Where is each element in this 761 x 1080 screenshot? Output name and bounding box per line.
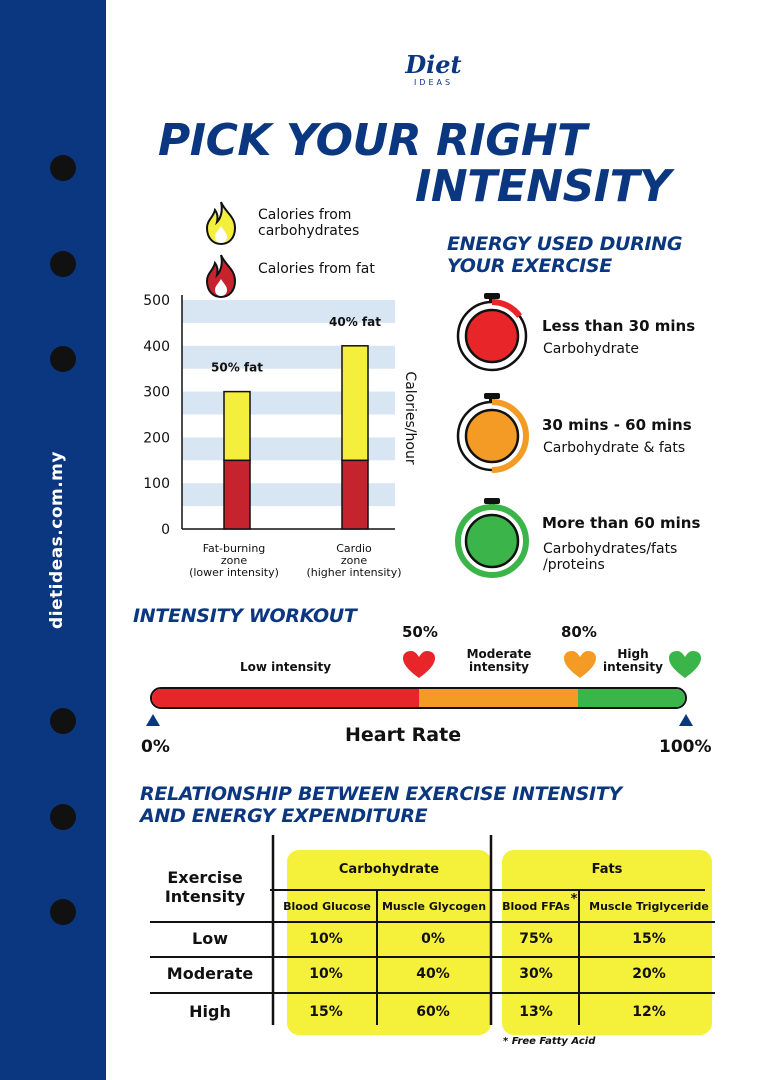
chart-x-category: Fat-burning zone (lower intensity) [189, 542, 279, 579]
intensity-title: INTENSITY WORKOUT [133, 605, 357, 627]
heart-green-icon [669, 651, 701, 678]
duration-long-fuel-line1: Carbohydrates/fats [543, 541, 678, 557]
arrow-up-end-icon [679, 714, 693, 726]
duration-medium-fuel: Carbohydrate & fats [543, 440, 686, 456]
table-cell: 15% [309, 1004, 343, 1020]
col-blood-ffas: Blood FFAs [502, 900, 570, 913]
binder-hole [50, 804, 76, 830]
table-cell: 30% [519, 966, 553, 982]
stopwatch-red-icon [455, 293, 529, 373]
relationship-table: Exercise Intensity Carbohydrate Fats Bloo… [140, 835, 720, 1035]
chart-bar-carb [223, 390, 251, 462]
chart-y-tick: 200 [143, 430, 170, 446]
group-carbohydrate: Carbohydrate [338, 862, 440, 877]
chart-x-category: Cardio zone (higher intensity) [306, 542, 402, 579]
zone-high-label: High intensity [603, 647, 663, 674]
chart-bar-label: 50% fat [211, 361, 263, 375]
chart-y-tick: 300 [143, 385, 170, 401]
stopwatch-orange-icon [455, 393, 529, 473]
zone-moderate-label: Moderate intensity [466, 647, 532, 674]
row-header: Exercise Intensity [164, 868, 246, 906]
logo-tagline: IDEAS [413, 78, 454, 87]
heart-rate-segment-moderate [418, 689, 579, 707]
chart-y-tick: 400 [143, 339, 170, 355]
logo: Diet IDEAS [0, 52, 761, 88]
chart-bar-label: 40% fat [329, 315, 381, 329]
heart-orange-icon [564, 651, 596, 678]
group-fats: Fats [591, 862, 623, 877]
marker-50-label: 50% [402, 623, 438, 641]
table-cell: 40% [416, 966, 450, 982]
site-url: dietideas.com.my [47, 451, 67, 629]
page-title-line1: PICK YOUR RIGHT [158, 115, 587, 166]
chart-grid-band [182, 300, 395, 323]
table-cell: 12% [632, 1004, 666, 1020]
heart-rate-segment-low [152, 689, 419, 707]
marker-80-label: 80% [561, 623, 597, 641]
table-cell: 0% [421, 931, 445, 947]
duration-medium-title: 30 mins - 60 mins [542, 416, 692, 434]
table-cell: 10% [309, 931, 343, 947]
calories-chart: 0 100 200 300 400 500 50% fat 40% fat [143, 293, 395, 535]
heart-rate-start: 0% [141, 737, 170, 757]
energy-title-line2: YOUR EXERCISE [447, 255, 612, 277]
arrow-up-start-icon [146, 714, 160, 726]
footnote: * Free Fatty Acid [503, 1036, 596, 1047]
asterisk-mark: * [570, 892, 578, 907]
sidebar [0, 0, 106, 1080]
row-moderate-label: Moderate [166, 964, 254, 983]
chart-bar-fat [223, 459, 251, 530]
energy-title-line1: ENERGY USED DURING [447, 233, 683, 255]
row-high-label: High [189, 1002, 231, 1021]
table-cell: 15% [632, 931, 666, 947]
binder-hole [50, 155, 76, 181]
table-cell: 75% [519, 931, 553, 947]
duration-short-fuel: Carbohydrate [543, 341, 640, 357]
row-low-label: Low [192, 929, 228, 948]
carb-highlight [287, 850, 491, 1035]
chart-bar-carb [341, 345, 369, 462]
duration-long-fuel-line2: /proteins [543, 557, 605, 573]
table-cell: 60% [416, 1004, 450, 1020]
table-cell: 10% [309, 966, 343, 982]
col-muscle-triglyceride: Muscle Triglyceride [589, 900, 709, 913]
heart-red-icon [403, 651, 435, 678]
chart-y-tick: 500 [143, 293, 170, 309]
flame-red-icon [205, 254, 237, 299]
binder-hole [50, 346, 76, 372]
heart-rate-segment-high [578, 689, 685, 707]
duration-short-title: Less than 30 mins [542, 317, 696, 335]
chart-bar-fat [341, 459, 369, 530]
fat-highlight [502, 850, 712, 1035]
page-title-line2: INTENSITY [415, 161, 671, 212]
binder-hole [50, 899, 76, 925]
flame-yellow-icon [205, 201, 237, 246]
chart-y-axis-label: Calories/hour [402, 371, 418, 465]
col-muscle-glycogen: Muscle Glycogen [381, 900, 487, 913]
duration-long-title: More than 60 mins [542, 514, 701, 532]
col-blood-glucose: Blood Glucose [283, 900, 371, 913]
chart-y-tick: 0 [161, 522, 170, 535]
relationship-title-line1: RELATIONSHIP BETWEEN EXERCISE INTENSITY [140, 783, 622, 805]
chart-y-tick: 100 [143, 476, 170, 492]
binder-hole [50, 708, 76, 734]
legend-fat-label: Calories from fat [258, 261, 375, 277]
zone-low-label: Low intensity [240, 660, 332, 674]
table-cell: 13% [519, 1004, 553, 1020]
relationship-title-line2: AND ENERGY EXPENDITURE [140, 805, 428, 827]
heart-rate-bar [150, 687, 687, 709]
legend-carb-label: Calories from carbohydrates [258, 207, 360, 239]
logo-name: Diet [405, 50, 462, 79]
table-grid [150, 835, 715, 1025]
table-cell: 20% [632, 966, 666, 982]
binder-hole [50, 251, 76, 277]
stopwatch-green-icon [455, 498, 529, 578]
heart-rate-label: Heart Rate [345, 724, 462, 746]
heart-rate-end: 100% [659, 737, 712, 757]
